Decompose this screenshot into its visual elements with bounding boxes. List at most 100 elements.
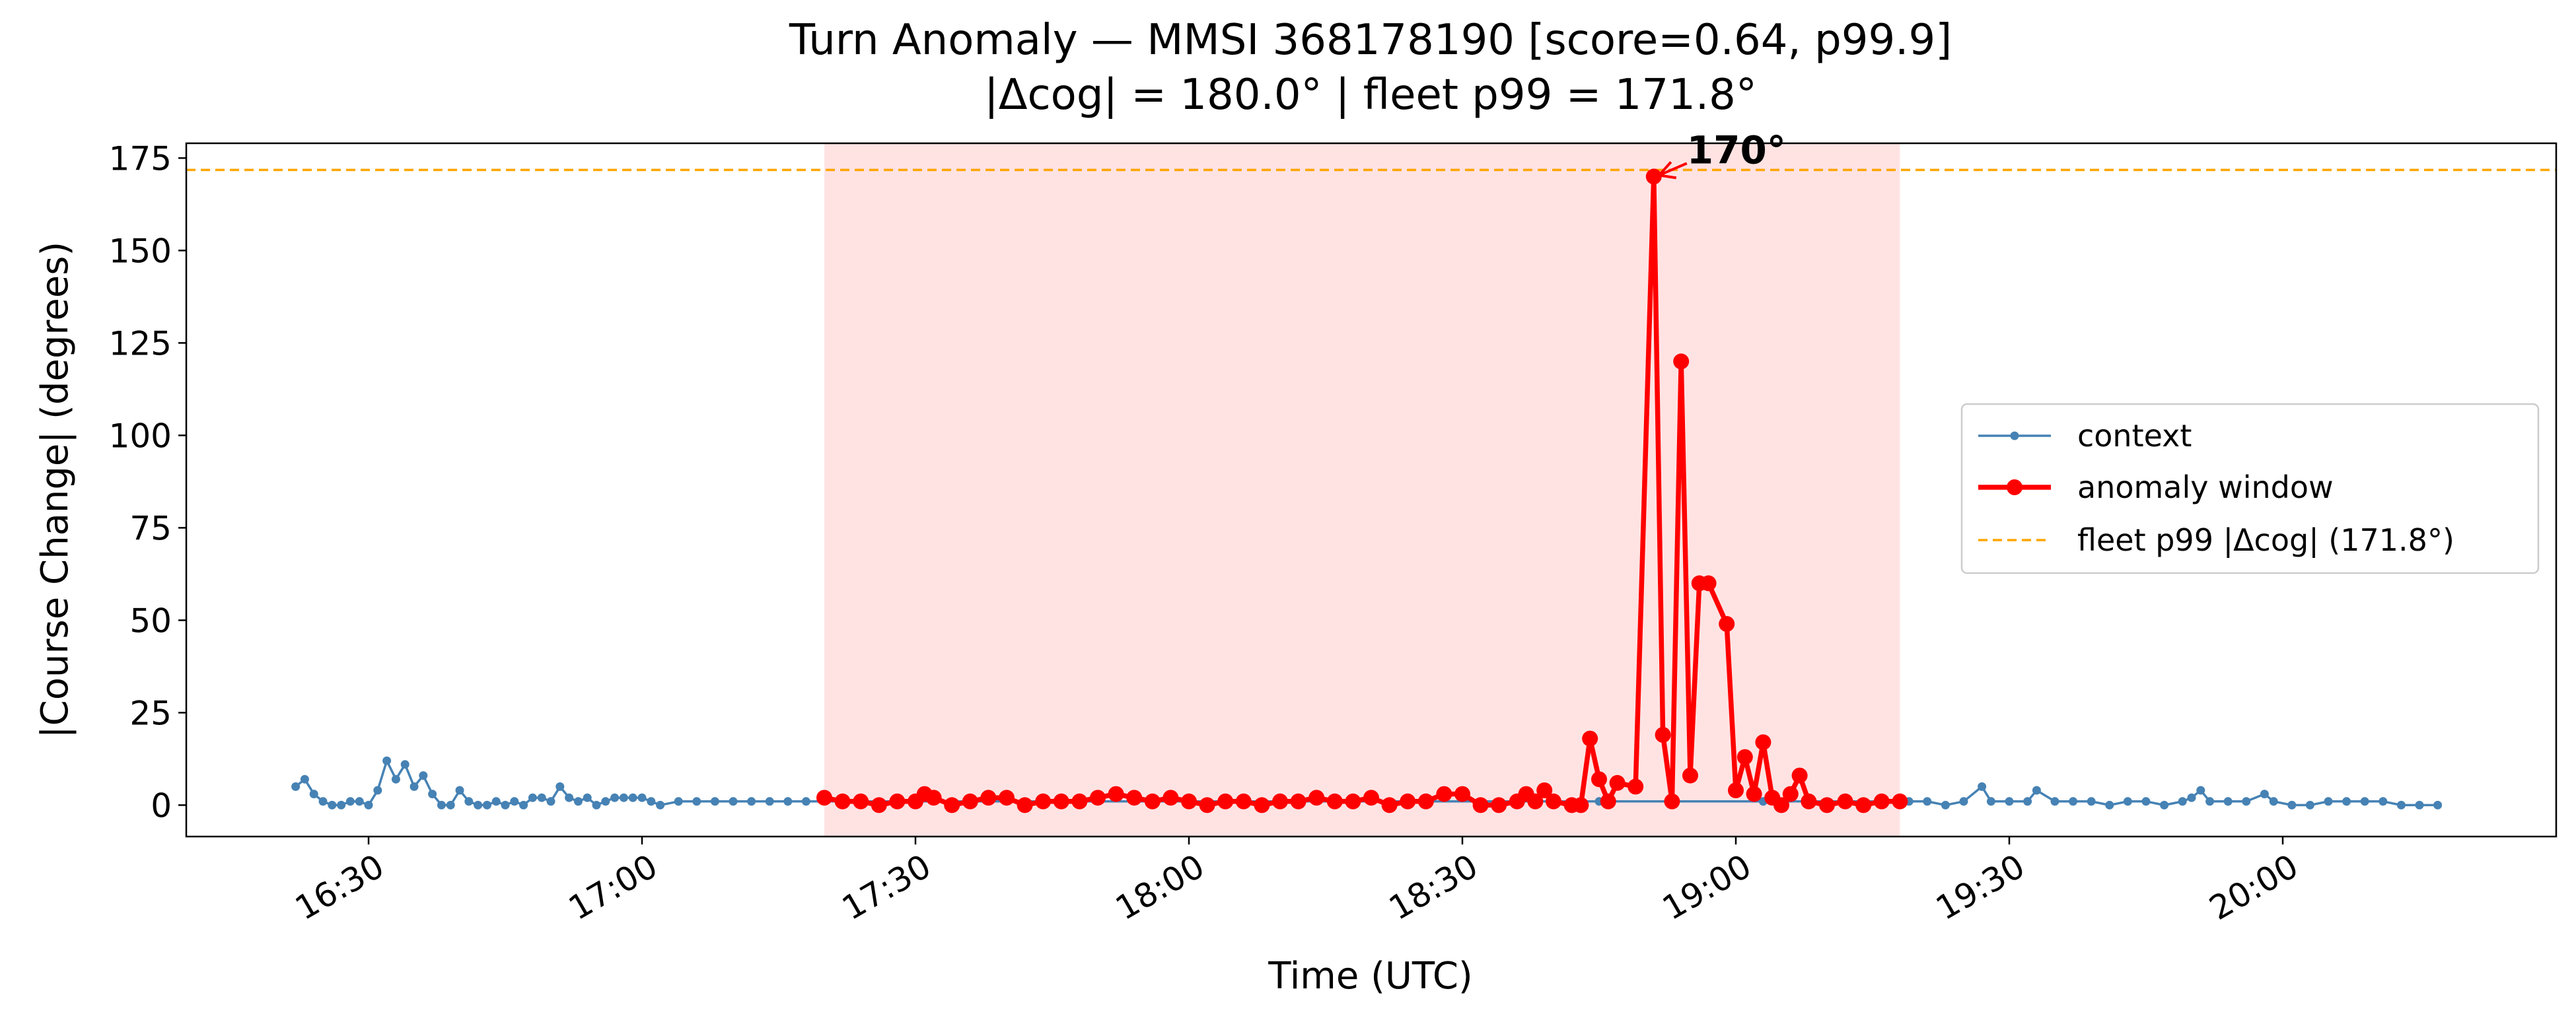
- data-point: [1235, 793, 1252, 809]
- data-point: [2123, 797, 2132, 806]
- y-tick-label: 150: [109, 232, 172, 270]
- data-point: [573, 797, 583, 806]
- data-point: [546, 797, 555, 806]
- data-point: [400, 760, 410, 769]
- data-point: [519, 800, 528, 809]
- data-point: [1053, 793, 1069, 809]
- annotation-text: 170°: [1687, 127, 1786, 172]
- data-point: [565, 793, 574, 802]
- legend-label: fleet p99 |Δcog| (171.8°): [2077, 522, 2454, 559]
- legend-label: context: [2077, 418, 2192, 454]
- data-point: [537, 793, 546, 802]
- data-point: [801, 797, 810, 806]
- data-point: [889, 793, 906, 809]
- data-point: [834, 793, 851, 809]
- data-point: [1609, 774, 1626, 791]
- data-point: [410, 782, 419, 791]
- chart-title: Turn Anomaly — MMSI 368178190 [score=0.6…: [789, 16, 1952, 65]
- y-tick-label: 0: [151, 786, 172, 825]
- data-point: [1923, 797, 1932, 806]
- data-point: [419, 771, 428, 780]
- data-point: [2305, 800, 2314, 809]
- data-point: [944, 797, 960, 813]
- data-point: [1326, 793, 1343, 809]
- data-point: [2178, 797, 2187, 806]
- plot-frame: [185, 142, 2558, 838]
- data-point: [2196, 786, 2205, 795]
- data-point: [1090, 790, 1106, 806]
- data-point: [628, 793, 637, 802]
- data-point: [1791, 767, 1808, 784]
- data-point: [1254, 797, 1270, 813]
- data-point: [1071, 793, 1088, 809]
- data-point: [1728, 782, 1744, 798]
- data-point: [1782, 786, 1799, 802]
- data-point: [2141, 797, 2151, 806]
- legend-label: anomaly window: [2077, 469, 2334, 505]
- data-point: [337, 800, 346, 809]
- data-point: [1600, 793, 1616, 809]
- data-point: [1527, 793, 1544, 809]
- y-tick-label: 125: [109, 324, 172, 362]
- data-point: [501, 800, 510, 809]
- data-point: [692, 797, 701, 806]
- data-point: [345, 797, 355, 806]
- data-point: [2415, 800, 2424, 809]
- annotation-arrowhead: [1658, 161, 1677, 180]
- data-point: [1417, 793, 1434, 809]
- data-point: [925, 790, 942, 806]
- data-point: [464, 797, 474, 806]
- data-point: [674, 797, 683, 806]
- data-point: [1655, 727, 1671, 743]
- data-point: [871, 797, 887, 813]
- data-point: [2069, 797, 2078, 806]
- data-point: [816, 790, 832, 806]
- data-point: [601, 797, 610, 806]
- data-point: [1290, 793, 1306, 809]
- data-point: [318, 797, 328, 806]
- data-point: [482, 800, 491, 809]
- data-point: [1472, 797, 1489, 813]
- data-point: [592, 800, 601, 809]
- data-point: [1144, 793, 1161, 809]
- data-point: [1941, 800, 1950, 809]
- data-point: [1199, 797, 1215, 813]
- x-axis-label: Time (UTC): [1268, 955, 1473, 998]
- data-point: [528, 793, 537, 802]
- data-point: [2260, 790, 2269, 799]
- data-point: [2023, 797, 2032, 806]
- y-tick-label: 25: [129, 694, 172, 732]
- data-point: [1546, 793, 1561, 809]
- data-point: [2032, 786, 2041, 795]
- data-point: [1855, 797, 1872, 813]
- data-point: [455, 786, 464, 795]
- data-point: [2160, 800, 2169, 809]
- data-point: [1272, 793, 1288, 809]
- data-point: [1126, 790, 1143, 806]
- y-tick-label: 50: [129, 601, 172, 640]
- data-point: [1035, 793, 1052, 809]
- data-point: [1746, 786, 1762, 802]
- data-point: [1719, 616, 1735, 632]
- data-point: [1436, 786, 1452, 802]
- data-point: [2187, 793, 2196, 802]
- data-point: [446, 800, 455, 809]
- legend-box: [1960, 403, 2540, 574]
- data-point: [391, 774, 400, 784]
- data-point: [2379, 797, 2388, 806]
- data-point: [1017, 797, 1033, 813]
- data-point: [1217, 793, 1234, 809]
- y-axis-label: |Course Change| (degrees): [34, 242, 77, 738]
- data-point: [1363, 790, 1379, 806]
- data-point: [2324, 797, 2333, 806]
- data-point: [980, 790, 997, 806]
- data-point: [2242, 797, 2251, 806]
- data-point: [1978, 782, 1987, 791]
- data-point: [2105, 800, 2114, 809]
- data-point: [364, 800, 373, 809]
- data-point: [2287, 800, 2297, 809]
- data-point: [1381, 797, 1398, 813]
- data-point: [1573, 797, 1589, 813]
- data-point: [1308, 790, 1325, 806]
